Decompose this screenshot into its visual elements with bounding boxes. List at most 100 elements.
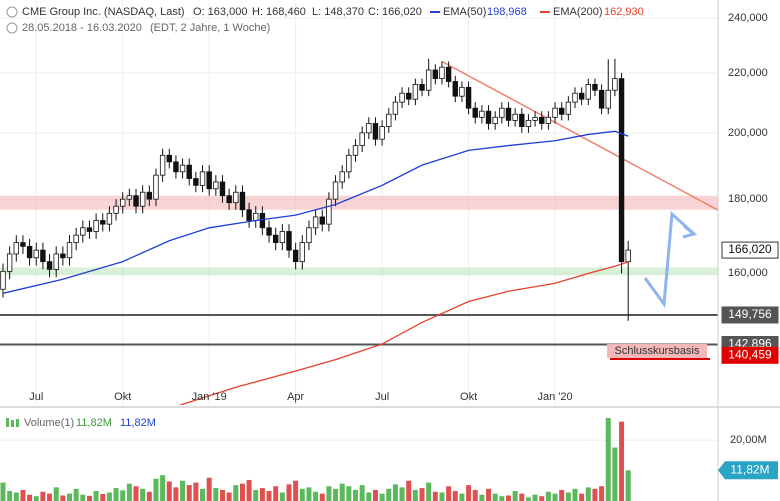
volume-bar [180,480,186,501]
level-box [721,306,779,324]
candle-body [558,107,565,115]
volume-bar [206,477,212,501]
candle-body [532,116,538,121]
candle-body [80,227,86,236]
legend-label: EMA(200) [553,6,603,18]
x-tick-label: Okt [114,391,131,403]
candle-body [452,81,458,97]
volume-bar [13,492,19,501]
volume-bar [386,488,392,501]
candle-body [459,86,465,97]
candle-body [372,123,379,140]
volume-bar [239,483,245,501]
candle-body [386,113,392,128]
candle-body [519,113,525,128]
candle-body [26,245,33,259]
x-tick-label: Jan '20 [537,391,572,403]
candle-body [605,89,611,109]
volume-bar [359,485,365,501]
volume-name: Volume(1) [24,417,74,429]
volume-bar [625,470,631,501]
candle-body [226,195,232,204]
candle-body [153,174,159,200]
legend-value: 162,930 [604,6,644,18]
candle-body [166,154,172,163]
info: (EDT, 2 Jahre, 1 Woche) [150,22,270,34]
candle-body [339,171,345,183]
candle-body [352,145,359,156]
icon [16,419,19,427]
candle-body [439,66,445,80]
level-label: 149,756 [728,307,772,321]
candle-body [246,209,252,221]
candle-body [60,253,66,259]
current-volume-box [718,461,778,480]
volume-bar [166,481,172,501]
volume-bar [133,486,139,501]
volume-bar [319,493,325,501]
volume-bar [246,479,252,501]
volume-bar [446,486,452,501]
volume-panel [0,417,718,501]
price-panel [0,0,718,405]
candle-body [253,212,259,221]
volume-bar [219,489,225,501]
zone [0,195,718,210]
candle-body [598,89,605,109]
candle-body [6,253,13,272]
candle-body [113,205,119,214]
volume-bar [459,493,465,501]
candle-body [312,216,319,229]
candle-body [133,195,139,207]
volume-bar [353,489,359,501]
candle-body [392,101,399,115]
candle-body [618,78,625,263]
volume-bar [539,496,545,501]
candle-body [406,92,412,100]
candle-body [40,249,46,263]
volume-bar [67,493,73,501]
candle-body [552,107,558,118]
candle-body [479,110,485,118]
volume-bar [592,488,598,501]
candle-body [199,171,206,186]
candle-body [492,116,498,124]
candle-body [53,253,59,270]
candle-body [13,242,19,255]
ohlc: L: 148,370 [312,6,364,18]
ohlc: C: 166,020 [368,6,422,18]
candle-body [399,92,405,103]
candle-body [73,234,79,244]
volume-bar [333,488,339,501]
volume-bar [392,484,398,501]
candle-body [425,69,432,91]
volume-bar [106,492,112,501]
x-tick-label: Jan '19 [192,391,227,403]
volume-bar [479,494,485,501]
y-tick-label: 160,000 [728,267,768,279]
ema-line [178,261,629,405]
candle-body [332,181,339,200]
volume-value: 11,82M [120,417,156,429]
volume-bar [93,491,99,501]
volume-value: 11,82M [76,417,112,429]
volume-bar [200,488,206,501]
candle-body [326,198,332,225]
candle-body [286,231,292,251]
volume-bar [432,491,438,501]
volume-bar [279,492,285,501]
candle-body [179,164,186,173]
candle-body [66,242,73,259]
volume-bar [379,493,385,501]
candle-body [412,84,419,100]
volume-bar [619,421,625,501]
volume-bar [439,492,445,501]
candle-body [432,69,439,80]
volume-bar [299,488,305,501]
zone [0,267,718,276]
candle-body [572,92,578,103]
annotation-box [607,344,707,358]
volume-bar [486,488,492,501]
